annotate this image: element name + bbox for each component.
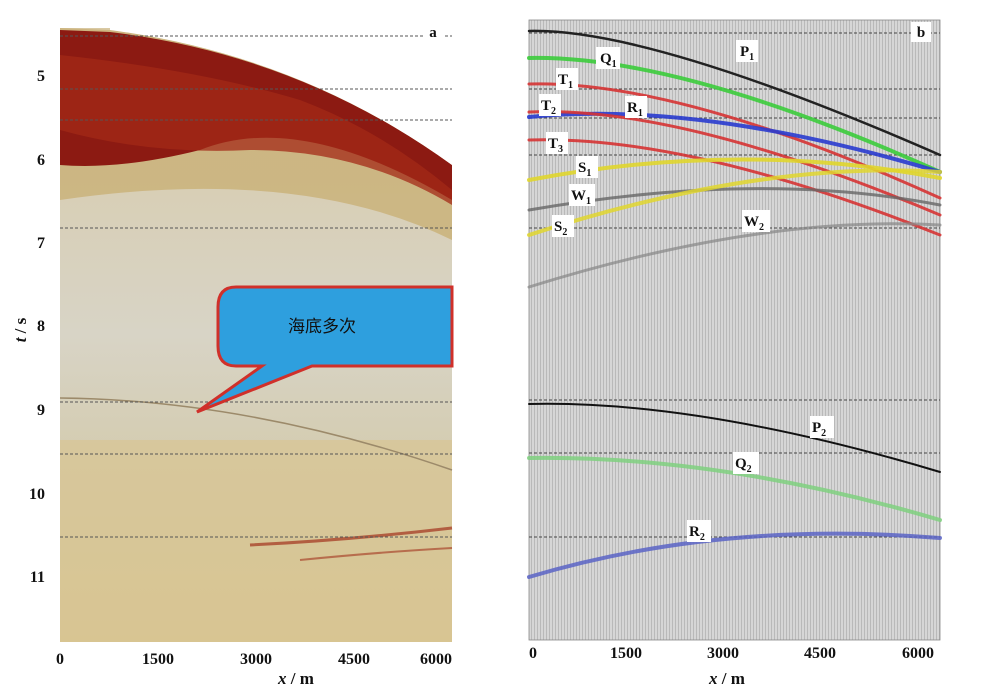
svg-text:S2: S2 [554,219,567,238]
svg-text:Q1: Q1 [600,51,617,70]
svg-text:T2: T2 [541,98,556,117]
curve-S2 [527,168,942,237]
red-reflection-band-inner [60,55,452,205]
y-axis-label: t / s [11,317,30,342]
y-axis-label-unit: s [11,317,30,324]
y-tick: 6 [37,152,45,169]
panel-letter-box-b [911,22,931,42]
x-tick: 1500 [610,645,642,662]
x-tick: 0 [56,651,64,668]
label-P1: P1 [736,40,758,63]
y-axis-a: 5 6 7 8 9 10 11 [29,68,45,586]
x-axis-label-a: x / m [277,669,314,688]
y-tick: 7 [37,235,45,252]
panel-b: P1 Q1 T1 T2 R1 T3 S1 W1 S2 W2 P2 Q2 R2 b… [527,19,942,688]
curve-Q1 [527,55,942,174]
curve-T2 [527,110,942,217]
y-tick: 11 [30,569,45,586]
y-tick: 5 [37,68,45,85]
y-tick: 9 [37,402,45,419]
label-Q2: Q2 [733,452,759,475]
panel-letter-box-a [423,22,443,42]
y-axis-label-var: t [11,336,30,342]
callout-text: 海底多次 [288,317,356,337]
label-R2: R2 [687,520,711,543]
svg-text:R1: R1 [627,100,643,119]
label-R1: R1 [625,96,647,119]
x-tick: 6000 [420,651,452,668]
curve-labels: P1 Q1 T1 T2 R1 T3 S1 W1 S2 W2 P2 Q2 R2 [539,40,834,543]
label-W2: W2 [742,210,770,233]
lower-red-streak [299,547,453,561]
dashed-horizons-a [60,35,452,538]
curve-R1 [527,111,942,174]
svg-text:T1: T1 [558,72,573,91]
synthetic-section-frame [528,19,941,641]
curve-P1 [527,29,942,157]
curve-W2 [527,222,942,289]
x-axis-a: 0 1500 3000 4500 6000 [56,651,452,668]
label-W1: W1 [569,184,595,207]
curve-R2 [527,531,942,579]
x-tick: 6000 [902,645,934,662]
panel-letter-b: b [917,25,925,41]
label-Q1: Q1 [596,47,620,70]
label-P2: P2 [810,416,834,439]
label-T1: T1 [556,68,578,91]
svg-text:T3: T3 [548,136,563,155]
x-tick: 3000 [240,651,272,668]
seafloor-multiple-curve [59,397,453,471]
svg-text:Q2: Q2 [735,456,752,475]
x-tick: 4500 [804,645,836,662]
svg-text:P2: P2 [812,420,826,439]
svg-text:R2: R2 [689,524,705,543]
white-seafloor-edge [110,28,452,165]
label-T2: T2 [539,94,561,117]
panel-letter-a: a [429,25,437,41]
svg-text:P1: P1 [740,44,754,63]
panel-a: 海底多次 a 5 6 7 8 9 10 11 t / s 0 1500 3000… [11,22,454,688]
label-S2: S2 [552,215,574,238]
lower-reflection-zone [60,440,452,642]
curve-P2 [528,402,941,473]
label-S1: S1 [576,156,598,179]
lower-red-streak [249,526,453,547]
label-T3: T3 [546,132,568,155]
svg-text:W1: W1 [571,188,591,207]
callout-bubble [196,285,454,414]
x-tick: 3000 [707,645,739,662]
x-tick: 4500 [338,651,370,668]
x-axis-label-b: x / m [708,669,745,688]
svg-text:W2: W2 [744,214,764,233]
x-tick: 0 [529,645,537,662]
x-axis-b: 0 1500 3000 4500 6000 [529,645,934,662]
svg-text:S1: S1 [578,160,591,179]
x-tick: 1500 [142,651,174,668]
curve-Q2 [527,455,942,522]
y-tick: 10 [29,486,45,503]
y-tick: 8 [37,318,45,335]
